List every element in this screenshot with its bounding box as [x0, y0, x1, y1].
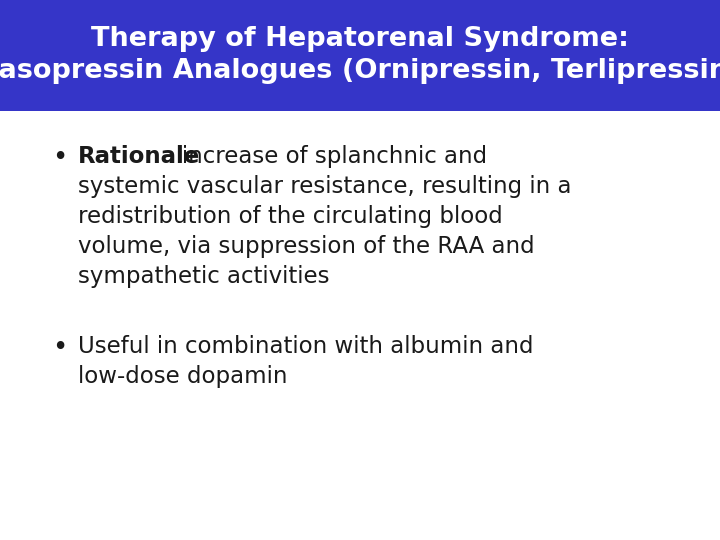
Text: systemic vascular resistance, resulting in a: systemic vascular resistance, resulting …	[78, 175, 572, 198]
Text: volume, via suppression of the RAA and: volume, via suppression of the RAA and	[78, 235, 535, 258]
Text: Vasopressin Analogues (Ornipressin, Terlipressin): Vasopressin Analogues (Ornipressin, Terl…	[0, 58, 720, 84]
Text: sympathetic activities: sympathetic activities	[78, 265, 330, 288]
Text: •: •	[52, 145, 67, 171]
Text: : increase of splanchnic and: : increase of splanchnic and	[167, 145, 487, 168]
Text: low-dose dopamin: low-dose dopamin	[78, 365, 287, 388]
Text: Therapy of Hepatorenal Syndrome:: Therapy of Hepatorenal Syndrome:	[91, 26, 629, 52]
Bar	[0, 0, 720, 111]
Text: redistribution of the circulating blood: redistribution of the circulating blood	[78, 205, 503, 228]
Text: •: •	[52, 335, 67, 361]
Text: Rationale: Rationale	[78, 145, 200, 168]
Text: Useful in combination with albumin and: Useful in combination with albumin and	[78, 335, 534, 358]
